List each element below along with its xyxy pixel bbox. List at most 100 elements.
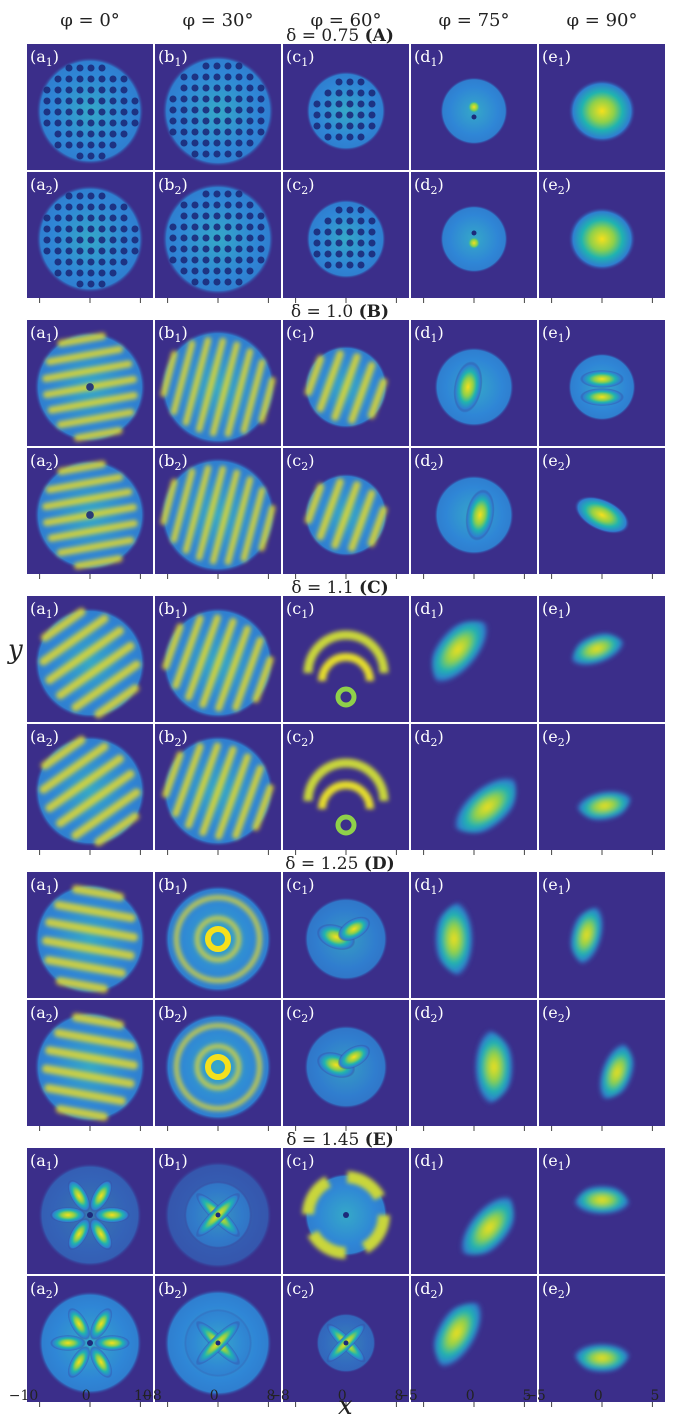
panel-e1: (e1): [539, 1148, 665, 1274]
x-tick-label: 8: [394, 1388, 403, 1404]
panel-label: (d1): [414, 1151, 444, 1173]
panel-group-c: δ = 1.1 (C) (a1) (b1) (c1) (d1) (e1) (a2) (b2) (…: [27, 578, 665, 855]
panel-label: (b1): [158, 323, 188, 345]
panel-b2: (b2): [155, 172, 281, 298]
panel-c2: (c2): [283, 1276, 409, 1402]
x-tick-label: 10: [134, 1388, 152, 1404]
panel-c2: (c2): [283, 1000, 409, 1126]
panel-a2: (a2): [27, 448, 153, 574]
panel-label: (d2): [414, 1279, 444, 1301]
panel-label: (b2): [158, 175, 188, 197]
panel-c1: (c1): [283, 872, 409, 998]
panel-label: (d2): [414, 727, 444, 749]
panel-label: (a1): [30, 875, 59, 897]
panel-c2: (c2): [283, 172, 409, 298]
panel-a2: (a2): [27, 1276, 153, 1402]
panel-b1: (b1): [155, 872, 281, 998]
column-header-e: φ = 90°: [566, 10, 637, 31]
x-tick-label: −10: [9, 1388, 39, 1404]
group-title: δ = 0.75 (A): [286, 26, 394, 46]
panel-label: (a1): [30, 323, 59, 345]
panel-label: (a2): [30, 175, 59, 197]
panel-b2: (b2): [155, 1276, 281, 1402]
y-axis-label: y: [7, 635, 23, 665]
panel-label: (b1): [158, 875, 188, 897]
panel-label: (a2): [30, 1003, 59, 1025]
panel-label: (c2): [286, 451, 314, 473]
x-tick-label: 0: [82, 1388, 91, 1404]
panel-label: (d2): [414, 451, 444, 473]
group-title: δ = 1.1 (C): [291, 578, 388, 598]
panel-label: (e1): [542, 323, 571, 345]
panel-e2: (e2): [539, 172, 665, 298]
panel-a2: (a2): [27, 724, 153, 850]
panel-label: (e2): [542, 727, 571, 749]
x-tick-label: 5: [522, 1388, 531, 1404]
panel-label: (d1): [414, 599, 444, 621]
panel-label: (d1): [414, 47, 444, 69]
panel-d2: (d2): [411, 724, 537, 850]
panel-d1: (d1): [411, 872, 537, 998]
panel-label: (b2): [158, 1003, 188, 1025]
panel-label: (a1): [30, 1151, 59, 1173]
panel-b2: (b2): [155, 1000, 281, 1126]
panel-label: (a2): [30, 451, 59, 473]
panel-label: (a1): [30, 599, 59, 621]
column-headers: φ = 0° φ = 30° φ = 60° φ = 75° φ = 90°: [60, 10, 637, 31]
panel-label: (b1): [158, 47, 188, 69]
panel-e1: (e1): [539, 596, 665, 722]
x-tick-label: 0: [338, 1388, 347, 1404]
panel-label: (d1): [414, 323, 444, 345]
panel-group-b: δ = 1.0 (B) (a1) (b1) (c1) (d1) (e1) (a2) (b2) (…: [27, 302, 665, 579]
panel-label: (c1): [286, 875, 314, 897]
panel-label: (c1): [286, 323, 314, 345]
panel-a1: (a1): [27, 1148, 153, 1274]
panel-label: (c1): [286, 1151, 314, 1173]
x-tick-label: −5: [525, 1388, 546, 1404]
column-header-a: φ = 0°: [60, 10, 120, 31]
panel-c1: (c1): [283, 1148, 409, 1274]
panel-label: (c2): [286, 727, 314, 749]
panel-label: (b2): [158, 451, 188, 473]
panel-d1: (d1): [411, 596, 537, 722]
x-axis-label: x: [338, 1391, 353, 1416]
panel-b1: (b1): [155, 1148, 281, 1274]
panel-groups: δ = 0.75 (A) (a1) (b1) (c1) (d1) (e1) (a2) (b2)…: [27, 26, 665, 1407]
panel-a1: (a1): [27, 596, 153, 722]
x-tick-label: −8: [141, 1388, 162, 1404]
panel-a1: (a1): [27, 44, 153, 170]
panel-label: (e2): [542, 1279, 571, 1301]
column-header-b: φ = 30°: [182, 10, 253, 31]
panel-d2: (d2): [411, 1276, 537, 1402]
panel-d2: (d2): [411, 172, 537, 298]
panel-label: (d2): [414, 175, 444, 197]
panel-d1: (d1): [411, 1148, 537, 1274]
panel-a2: (a2): [27, 172, 153, 298]
panel-label: (c1): [286, 599, 314, 621]
x-tick-label: 8: [266, 1388, 275, 1404]
x-tick-label: 0: [466, 1388, 475, 1404]
panel-label: (e1): [542, 47, 571, 69]
x-tick-label: 0: [210, 1388, 219, 1404]
panel-group-a: δ = 0.75 (A) (a1) (b1) (c1) (d1) (e1) (a2) (b2)…: [27, 26, 665, 303]
x-tick-label: −8: [269, 1388, 290, 1404]
panel-label: (a1): [30, 47, 59, 69]
panel-c1: (c1): [283, 320, 409, 446]
panel-label: (d1): [414, 875, 444, 897]
panel-e1: (e1): [539, 872, 665, 998]
group-title: δ = 1.0 (B): [291, 302, 389, 322]
panel-label: (e1): [542, 599, 571, 621]
panel-e2: (e2): [539, 448, 665, 574]
x-tick-label: 5: [650, 1388, 659, 1404]
panel-label: (b2): [158, 1279, 188, 1301]
panel-label: (d2): [414, 1003, 444, 1025]
panel-label: (c2): [286, 175, 314, 197]
panel-label: (e2): [542, 451, 571, 473]
panel-label: (e1): [542, 1151, 571, 1173]
panel-d2: (d2): [411, 1000, 537, 1126]
panel-label: (c1): [286, 47, 314, 69]
panel-label: (e2): [542, 1003, 571, 1025]
panel-label: (a2): [30, 727, 59, 749]
panel-c1: (c1): [283, 44, 409, 170]
